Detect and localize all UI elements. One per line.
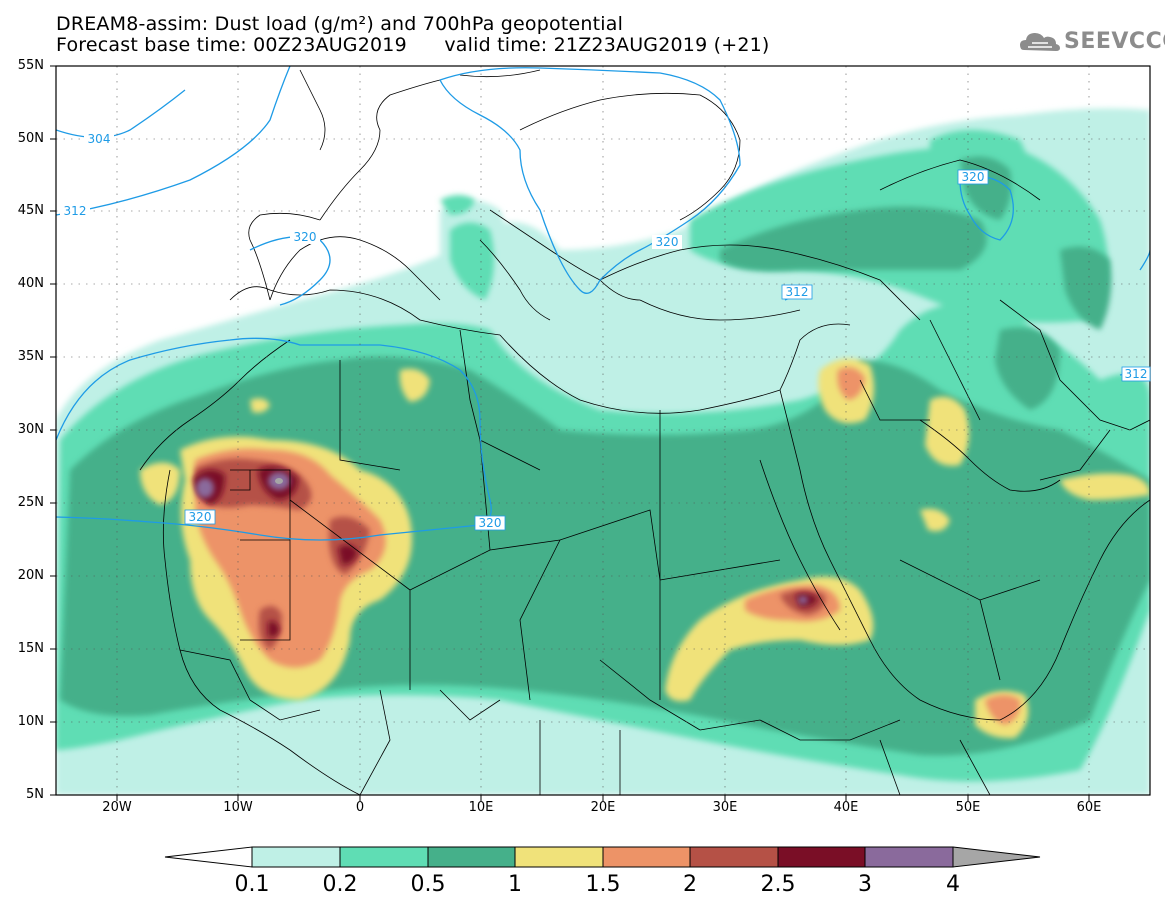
contour-label-text: 312 bbox=[1125, 367, 1148, 381]
colorbar-label: 1 bbox=[508, 872, 522, 897]
colorbar-label: 0.1 bbox=[234, 872, 270, 897]
colorbar bbox=[164, 846, 1041, 868]
contour-label-304: 304 bbox=[84, 132, 114, 146]
lon-label: 60E bbox=[1076, 800, 1102, 815]
graticule bbox=[56, 66, 1150, 795]
lat-label: 5N bbox=[26, 787, 44, 802]
contour-label-text: 312 bbox=[64, 204, 87, 218]
lon-label: 10W bbox=[223, 800, 253, 815]
lon-label: 10E bbox=[468, 800, 494, 815]
colorbar-label: 3 bbox=[858, 872, 872, 897]
cloud-icon bbox=[1020, 33, 1060, 51]
map-subtitle: Forecast base time: 00Z23AUG2019 valid t… bbox=[56, 34, 770, 56]
lat-label: 55N bbox=[17, 58, 44, 73]
colorbar-label: 0.5 bbox=[410, 872, 446, 897]
colorbar-label: 4 bbox=[946, 872, 960, 897]
lon-label: 50E bbox=[955, 800, 981, 815]
contour-label-text: 304 bbox=[88, 132, 111, 146]
lon-label: 40E bbox=[833, 800, 859, 815]
map-title: DREAM8-assim: Dust load (g/m²) and 700hP… bbox=[56, 13, 624, 35]
contour-label-312: 312 bbox=[1121, 366, 1151, 382]
contour-label-320: 320 bbox=[474, 515, 506, 531]
lat-label: 25N bbox=[17, 495, 44, 510]
contour-label-text: 320 bbox=[656, 235, 679, 249]
lon-label: 30E bbox=[712, 800, 738, 815]
lon-label: 0 bbox=[355, 800, 365, 815]
lat-label: 45N bbox=[17, 203, 44, 218]
contour-label-320: 320 bbox=[184, 509, 216, 525]
geopotential-contours bbox=[56, 66, 1150, 541]
contour-label-text: 320 bbox=[189, 510, 212, 524]
coastlines-borders bbox=[139, 69, 1150, 795]
contour-label-text: 312 bbox=[786, 285, 809, 299]
colorbar-label: 1.5 bbox=[585, 872, 621, 897]
contour-label-320: 320 bbox=[652, 235, 682, 249]
contour-label-text: 320 bbox=[479, 516, 502, 530]
dust-level-4 bbox=[275, 478, 283, 484]
colorbar-label: 2 bbox=[683, 872, 697, 897]
lat-label: 50N bbox=[17, 131, 44, 146]
lat-label: 40N bbox=[17, 276, 44, 291]
contour-label-320: 320 bbox=[290, 230, 320, 244]
colorbar-label: 2.5 bbox=[760, 872, 796, 897]
lat-label: 35N bbox=[17, 349, 44, 364]
colorbar-label: 0.2 bbox=[322, 872, 358, 897]
contour-label-text: 320 bbox=[962, 170, 985, 184]
contour-label-312: 312 bbox=[60, 204, 90, 218]
lon-label: 20W bbox=[102, 800, 132, 815]
contour-label-text: 320 bbox=[294, 230, 317, 244]
lat-label: 30N bbox=[17, 422, 44, 437]
contour-label-312: 312 bbox=[781, 284, 813, 300]
axis-ticks bbox=[50, 65, 1090, 801]
lon-label: 20E bbox=[590, 800, 616, 815]
logo-text: SEEVCCC bbox=[1064, 29, 1165, 54]
lat-label: 15N bbox=[17, 641, 44, 656]
contour-label-320: 320 bbox=[957, 169, 989, 185]
lat-label: 10N bbox=[17, 714, 44, 729]
lat-label: 20N bbox=[17, 568, 44, 583]
